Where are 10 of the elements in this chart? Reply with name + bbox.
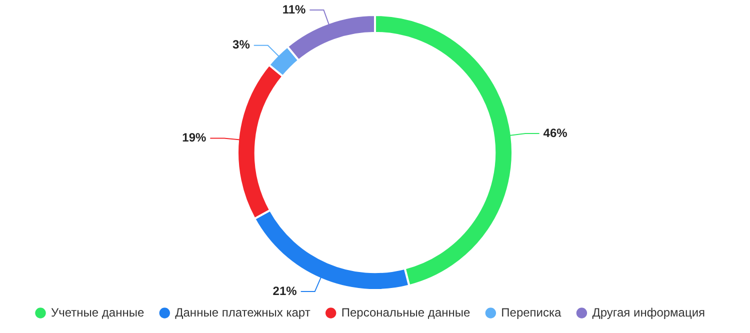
legend-label: Учетные данные xyxy=(51,305,144,320)
legend-label: Данные платежных карт xyxy=(175,305,311,320)
legend-label: Другая информация xyxy=(592,305,706,320)
data-label: 21% xyxy=(272,284,298,298)
legend-label: Переписка xyxy=(501,305,562,320)
data-label: 11% xyxy=(282,2,306,16)
data-label: 3% xyxy=(232,38,250,52)
legend-label: Персональные данные xyxy=(341,305,470,320)
data-label: 46% xyxy=(543,126,568,140)
data-label: 19% xyxy=(182,130,206,145)
